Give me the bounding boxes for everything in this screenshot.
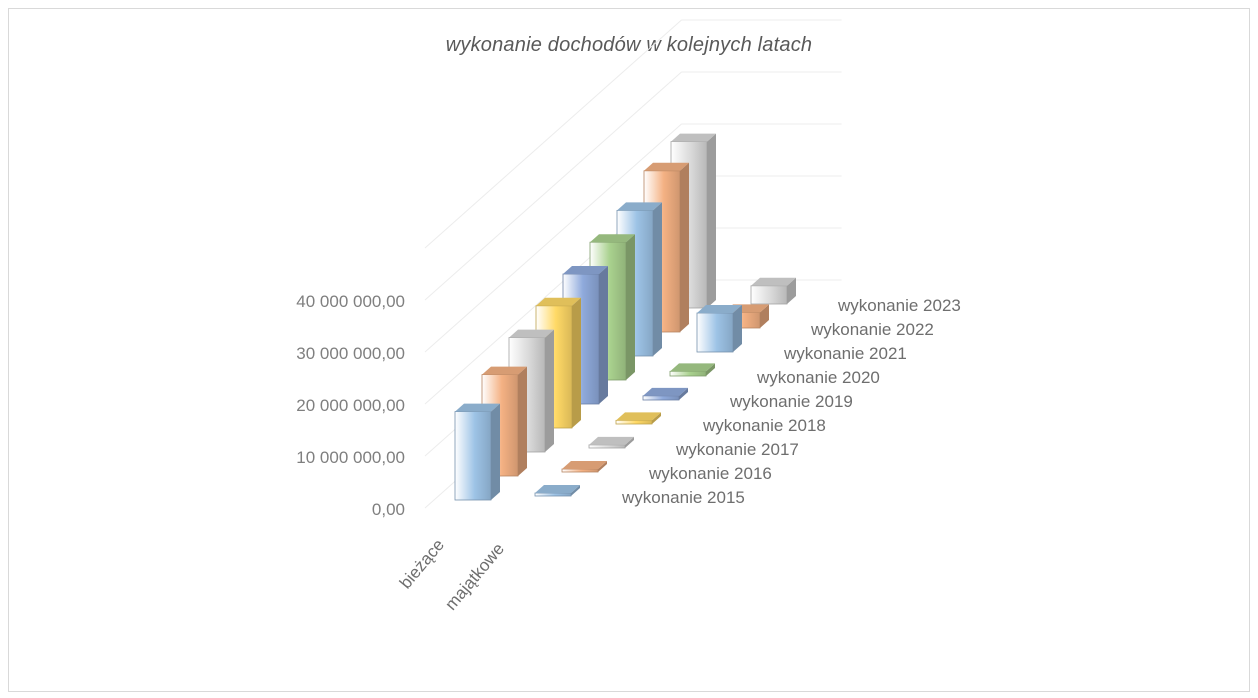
y-tick-label: 0,00 xyxy=(372,500,405,519)
bar xyxy=(615,412,661,425)
bar-front xyxy=(588,444,626,449)
bar-side xyxy=(598,461,607,472)
bar-side xyxy=(491,403,500,500)
bar-front xyxy=(561,468,599,473)
bar-side xyxy=(706,363,715,376)
bar-front xyxy=(669,370,707,377)
bar-front xyxy=(454,411,492,501)
bar-front xyxy=(642,395,680,401)
series-label: wykonanie 2021 xyxy=(783,344,907,363)
bar-side xyxy=(679,387,688,400)
bar-side xyxy=(680,162,689,332)
bar xyxy=(750,277,796,305)
bar xyxy=(588,436,634,449)
bar-top xyxy=(616,412,661,421)
bar-top xyxy=(455,403,500,412)
bar-side xyxy=(571,485,580,496)
bar-top xyxy=(482,366,527,375)
bar-top xyxy=(509,329,554,338)
bar-side xyxy=(625,436,634,448)
series-label: wykonanie 2020 xyxy=(756,368,880,387)
columns xyxy=(454,133,796,501)
y-axis-ticks: 0,00 10 000 000,00 20 000 000,00 30 000 000… xyxy=(296,292,405,519)
series-label: wykonanie 2015 xyxy=(621,488,745,507)
bar-top xyxy=(590,234,635,243)
bar-side xyxy=(599,266,608,404)
bar-side xyxy=(707,133,716,308)
series-label: wykonanie 2023 xyxy=(837,296,961,315)
bar-side xyxy=(733,305,742,352)
bar-top xyxy=(589,436,634,445)
gridline xyxy=(424,19,682,249)
bar-front xyxy=(696,312,734,353)
y-tick-label: 40 000 000,00 xyxy=(296,292,405,311)
bar-top xyxy=(670,363,715,372)
series-labels: wykonanie 2015 wykonanie 2016 wykonanie 20… xyxy=(621,296,961,507)
bar-top xyxy=(536,297,581,306)
bar-top xyxy=(671,133,716,142)
bar-top xyxy=(697,305,742,313)
category-label: majątkowe xyxy=(441,539,508,613)
series-label: wykonanie 2019 xyxy=(729,392,853,411)
bar-top xyxy=(751,277,796,286)
bar-side xyxy=(545,329,554,452)
series-label: wykonanie 2016 xyxy=(648,464,772,483)
series-label: wykonanie 2018 xyxy=(702,416,826,435)
series-label: wykonanie 2022 xyxy=(810,320,934,339)
bar-top xyxy=(643,387,688,396)
bar-side xyxy=(787,277,796,304)
y-tick-label: 30 000 000,00 xyxy=(296,344,405,363)
bar xyxy=(669,363,715,377)
y-tick-label: 10 000 000,00 xyxy=(296,448,405,467)
category-label: bieżące xyxy=(396,535,448,592)
bar-side xyxy=(518,366,527,476)
bar-front xyxy=(534,492,572,497)
bar-front xyxy=(750,285,788,305)
bar xyxy=(534,485,580,497)
y-tick-label: 20 000 000,00 xyxy=(296,396,405,415)
bar xyxy=(696,305,742,353)
bar-side xyxy=(572,297,581,428)
bar xyxy=(642,387,688,401)
bar-top xyxy=(562,461,607,469)
bar-top xyxy=(617,202,662,211)
bar-side xyxy=(652,412,661,424)
bar-top xyxy=(644,162,689,171)
bar-side xyxy=(626,234,635,380)
gridline xyxy=(424,123,682,353)
bar-side xyxy=(653,202,662,356)
chart-title: wykonanie dochodów w kolejnych latach xyxy=(445,34,813,56)
series-label: wykonanie 2017 xyxy=(675,440,799,459)
gridline xyxy=(424,71,682,301)
bar xyxy=(454,403,500,501)
bar xyxy=(561,461,607,473)
bar-top xyxy=(563,266,608,274)
bar-front xyxy=(615,419,653,425)
bar-side xyxy=(760,304,769,328)
bar-top xyxy=(535,485,580,493)
